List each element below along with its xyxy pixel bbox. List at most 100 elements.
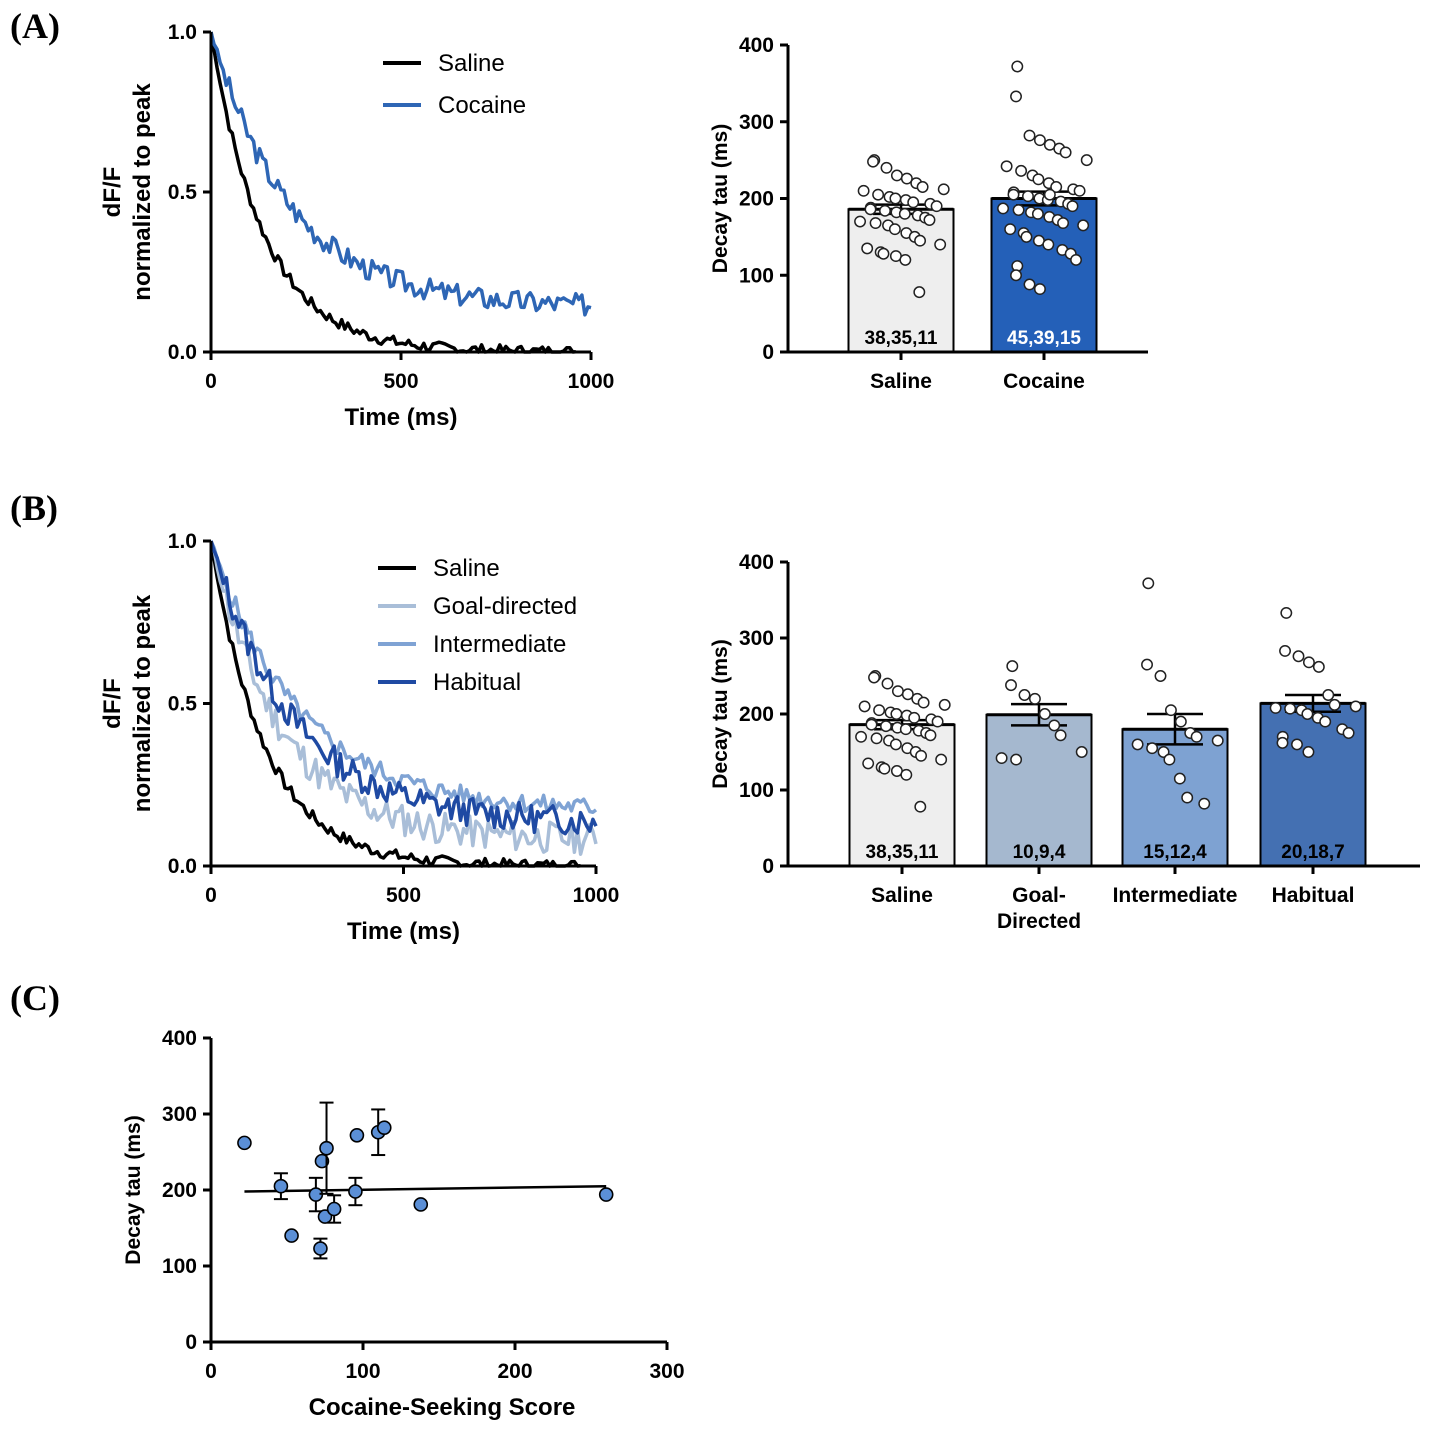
data-point — [1279, 644, 1291, 657]
data-point — [913, 286, 926, 299]
data-point — [900, 768, 913, 781]
x-tick-label: 1000 — [573, 884, 620, 907]
data-point — [1023, 278, 1036, 291]
data-point — [889, 738, 902, 751]
data-point — [997, 202, 1010, 215]
data-point — [1157, 746, 1170, 758]
y-tick-label: 0 — [762, 855, 774, 878]
scatter-point — [237, 1135, 252, 1151]
data-point — [899, 253, 912, 266]
data-point — [1000, 160, 1013, 173]
n-label: 15,12,4 — [1143, 842, 1207, 863]
y-tick-label: 0.0 — [168, 341, 197, 364]
data-point — [1164, 704, 1177, 717]
scatter-point — [314, 1153, 330, 1169]
y-tick-label: 300 — [739, 111, 774, 134]
n-label: 20,18,7 — [1281, 842, 1344, 863]
data-point — [889, 192, 902, 205]
data-point — [1070, 253, 1082, 266]
data-point — [1005, 679, 1017, 692]
y-axis-title: Decay tau (ms) — [709, 124, 732, 273]
data-point — [908, 711, 921, 724]
data-point — [900, 172, 913, 185]
y-axis-title-2: normalized to peak — [129, 594, 156, 812]
data-point — [1312, 660, 1325, 673]
data-point — [878, 762, 891, 775]
data-point — [1131, 738, 1144, 751]
data-point — [862, 757, 875, 770]
y-tick-label: 0.0 — [168, 855, 197, 878]
legend-label: Intermediate — [433, 631, 566, 658]
trace-line-cocaine — [209, 31, 592, 317]
data-point — [1011, 60, 1024, 73]
data-point — [1276, 736, 1289, 749]
panel-c-scatter-chart: 0 100 200 300 400 0 100 200 300 Cocaine-Seeking S… — [122, 1027, 685, 1421]
scatter-point — [376, 1120, 392, 1135]
data-point — [1141, 658, 1153, 671]
data-point — [901, 688, 914, 701]
data-point — [917, 696, 930, 709]
data-point — [868, 671, 880, 684]
data-point — [1028, 692, 1041, 705]
data-point — [898, 207, 911, 220]
panel-b-bar-chart: 38,35,11 Saline 10,9,4 Goal- Directed 15,12,4… — [709, 551, 1420, 933]
x-tick-label: 500 — [383, 370, 418, 393]
category-label: Goal- — [1012, 884, 1066, 907]
data-point — [869, 217, 882, 230]
y-tick-label: 400 — [162, 1027, 197, 1050]
data-point — [1173, 772, 1186, 785]
data-point — [1010, 753, 1023, 766]
panel-a-bar-chart: 38,35,11 Saline 45,39,15 Cocaine 0 100 200 300 4… — [709, 34, 1148, 393]
data-point — [1181, 791, 1194, 804]
data-point — [930, 200, 943, 213]
x-tick-label: 0 — [205, 1360, 217, 1383]
data-point — [1174, 715, 1187, 728]
scatter-point — [319, 1140, 334, 1156]
data-point — [1269, 701, 1282, 714]
data-point — [890, 708, 903, 720]
data-point — [1142, 577, 1155, 590]
y-tick-label: 400 — [739, 34, 774, 57]
data-point — [1080, 154, 1093, 167]
data-point — [1322, 689, 1335, 701]
n-label: 45,39,15 — [1007, 328, 1081, 349]
scatter-point — [313, 1241, 328, 1256]
data-point — [1032, 173, 1045, 186]
data-point — [877, 247, 890, 260]
data-point — [861, 242, 874, 255]
y-tick-label: 1.0 — [168, 530, 197, 553]
data-point — [1004, 223, 1017, 236]
y-axis-title: Decay tau (ms) — [122, 1115, 145, 1264]
trace-line-habitual — [209, 540, 598, 836]
data-point — [1302, 656, 1315, 669]
panel-b-trace-chart: 0.0 0.5 1.0 0 500 1000 Time (ms) dF/F normalized… — [99, 530, 619, 945]
data-point — [1342, 727, 1355, 739]
data-point — [1146, 742, 1159, 755]
x-axis-title: Time (ms) — [345, 404, 458, 431]
y-tick-label: 0.5 — [168, 693, 198, 716]
data-point — [880, 720, 892, 733]
y-axis-title-2: normalized to peak — [129, 83, 156, 301]
data-point — [1073, 184, 1086, 197]
y-tick-label: 0 — [185, 1331, 197, 1354]
data-point — [1042, 238, 1055, 251]
y-axis-title: dF/F — [99, 167, 126, 218]
y-axis-title: Decay tau (ms) — [709, 639, 732, 788]
y-tick-label: 400 — [739, 551, 774, 574]
scatter-point — [349, 1127, 365, 1143]
data-point — [879, 204, 891, 217]
legend-label: Saline — [433, 555, 500, 582]
data-point — [937, 183, 950, 196]
data-point — [1022, 190, 1034, 203]
x-tick-label: 0 — [205, 884, 217, 907]
x-axis-title: Time (ms) — [347, 918, 460, 945]
data-point — [1301, 708, 1314, 720]
data-point — [1059, 146, 1072, 159]
legend-label: Saline — [438, 50, 505, 77]
data-point — [1349, 700, 1362, 713]
data-point — [1077, 219, 1090, 232]
data-point — [1010, 269, 1022, 282]
y-tick-label: 200 — [162, 1179, 197, 1202]
x-tick-label: 0 — [205, 370, 217, 393]
data-point — [890, 169, 903, 182]
